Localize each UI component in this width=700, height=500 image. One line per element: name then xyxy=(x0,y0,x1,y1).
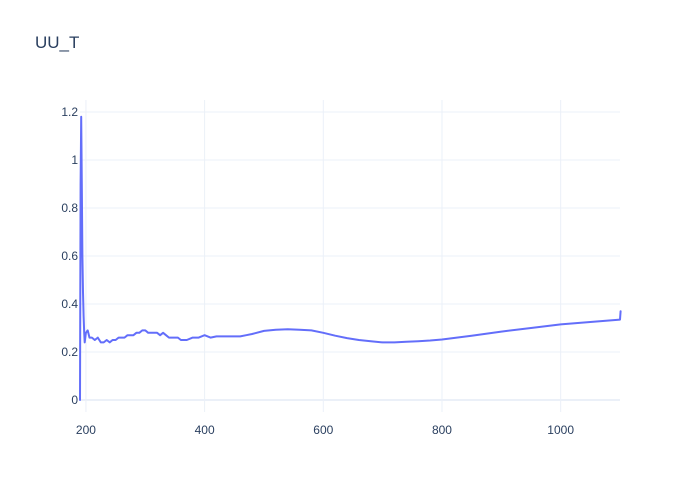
x-tick-label: 600 xyxy=(313,423,333,437)
y-tick-label: 0.2 xyxy=(61,345,78,359)
series-line xyxy=(79,115,622,401)
y-tick-label: 0 xyxy=(71,393,78,407)
y-tick-label: 1 xyxy=(71,153,78,167)
plot-area xyxy=(79,115,622,401)
y-tick-label: 0.6 xyxy=(61,249,78,263)
gridlines xyxy=(80,100,620,412)
tick-labels: 200 400 600 800 1000 0 0.2 0.4 0.6 0.8 1 1.2 xyxy=(61,105,574,437)
y-tick-label: 1.2 xyxy=(61,105,78,119)
x-tick-label: 800 xyxy=(432,423,452,437)
x-tick-label: 1000 xyxy=(547,423,574,437)
y-tick-label: 0.8 xyxy=(61,201,78,215)
chart-title: UU_T xyxy=(35,33,80,52)
y-tick-label: 0.4 xyxy=(61,297,78,311)
x-tick-label: 200 xyxy=(76,423,96,437)
x-tick-label: 400 xyxy=(195,423,215,437)
